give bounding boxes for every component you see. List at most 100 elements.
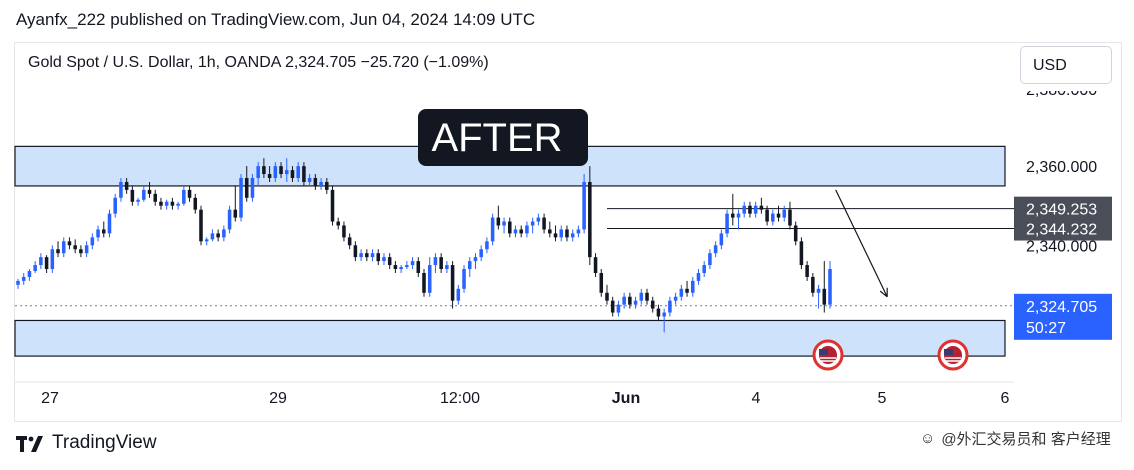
candle[interactable] xyxy=(187,185,192,202)
candle[interactable] xyxy=(84,241,89,258)
candle[interactable] xyxy=(405,261,409,270)
candle[interactable] xyxy=(159,197,163,210)
candle[interactable] xyxy=(599,269,604,297)
candle[interactable] xyxy=(690,276,695,297)
candle[interactable] xyxy=(313,174,318,190)
candle[interactable] xyxy=(548,221,552,238)
candle[interactable] xyxy=(473,253,478,270)
candle[interactable] xyxy=(456,284,461,305)
time-axis[interactable]: 27 29 12:00 Jun 4 5 6 xyxy=(41,390,1009,407)
candle[interactable] xyxy=(713,241,718,258)
candle[interactable] xyxy=(805,261,809,281)
candle[interactable] xyxy=(216,229,220,242)
candle[interactable] xyxy=(702,261,706,277)
candle[interactable] xyxy=(353,241,358,262)
candle[interactable] xyxy=(176,201,180,210)
candle[interactable] xyxy=(616,300,621,317)
candle[interactable] xyxy=(365,249,369,262)
candle[interactable] xyxy=(119,178,123,202)
candle[interactable] xyxy=(267,166,272,182)
candle[interactable] xyxy=(27,269,32,281)
candle[interactable] xyxy=(582,174,586,234)
candle[interactable] xyxy=(771,209,775,226)
candle[interactable] xyxy=(302,162,306,186)
candle[interactable] xyxy=(67,237,72,250)
candle[interactable] xyxy=(325,178,329,194)
candle[interactable] xyxy=(44,255,49,273)
candle[interactable] xyxy=(61,237,66,258)
candle[interactable] xyxy=(342,221,346,242)
candle[interactable] xyxy=(410,257,415,270)
candle[interactable] xyxy=(633,296,638,309)
candle[interactable] xyxy=(73,239,77,254)
candle[interactable] xyxy=(610,296,615,317)
candle[interactable] xyxy=(496,205,501,230)
candle[interactable] xyxy=(536,213,541,226)
candle[interactable] xyxy=(822,261,827,313)
candle[interactable] xyxy=(622,292,626,309)
candle[interactable] xyxy=(90,233,95,250)
us-flag-event-1[interactable] xyxy=(812,339,844,371)
candle[interactable] xyxy=(50,245,55,273)
candle[interactable] xyxy=(330,185,335,226)
candle[interactable] xyxy=(256,162,260,186)
candle[interactable] xyxy=(816,284,821,309)
candle[interactable] xyxy=(307,174,312,186)
candle[interactable] xyxy=(782,205,787,222)
candle[interactable] xyxy=(39,253,43,270)
candle[interactable] xyxy=(427,257,432,297)
candle[interactable] xyxy=(530,217,535,234)
candle[interactable] xyxy=(370,249,375,262)
candle[interactable] xyxy=(273,162,278,182)
candle[interactable] xyxy=(639,288,644,305)
candle[interactable] xyxy=(656,304,661,321)
candle[interactable] xyxy=(776,205,781,222)
candle[interactable] xyxy=(164,199,169,210)
candle[interactable] xyxy=(508,217,512,238)
candle[interactable] xyxy=(765,205,769,226)
candle[interactable] xyxy=(542,213,546,234)
candle[interactable] xyxy=(56,241,60,258)
candle[interactable] xyxy=(759,197,764,214)
candle[interactable] xyxy=(662,308,666,333)
candle[interactable] xyxy=(422,269,426,297)
candle[interactable] xyxy=(124,178,129,194)
candle[interactable] xyxy=(387,253,392,270)
candle[interactable] xyxy=(576,225,581,238)
candle[interactable] xyxy=(799,237,804,270)
candle[interactable] xyxy=(828,261,832,309)
candle[interactable] xyxy=(290,166,295,182)
candle[interactable] xyxy=(222,225,226,242)
candle[interactable] xyxy=(347,233,352,250)
candle[interactable] xyxy=(519,225,523,238)
candle[interactable] xyxy=(296,162,300,182)
candle[interactable] xyxy=(182,185,186,206)
candle[interactable] xyxy=(416,257,421,277)
candle[interactable] xyxy=(319,178,323,190)
candle[interactable] xyxy=(685,280,689,297)
candle[interactable] xyxy=(502,217,506,234)
candle[interactable] xyxy=(605,284,609,305)
candle[interactable] xyxy=(136,197,140,206)
candle[interactable] xyxy=(233,185,238,222)
candle[interactable] xyxy=(170,197,175,210)
candle[interactable] xyxy=(210,229,215,242)
candle[interactable] xyxy=(96,225,100,242)
candle[interactable] xyxy=(113,193,117,218)
candle[interactable] xyxy=(513,225,518,238)
candle[interactable] xyxy=(462,265,466,293)
candle[interactable] xyxy=(753,201,758,218)
candle[interactable] xyxy=(450,261,455,309)
candle[interactable] xyxy=(16,278,20,289)
candle[interactable] xyxy=(479,245,483,262)
candle[interactable] xyxy=(376,249,381,266)
candle[interactable] xyxy=(102,221,106,238)
candle[interactable] xyxy=(559,225,564,242)
candle[interactable] xyxy=(193,193,198,214)
candle[interactable] xyxy=(588,166,592,266)
candle[interactable] xyxy=(445,261,449,273)
candle[interactable] xyxy=(719,229,724,250)
candle[interactable] xyxy=(21,272,26,285)
currency-button[interactable]: USD xyxy=(1020,46,1112,84)
